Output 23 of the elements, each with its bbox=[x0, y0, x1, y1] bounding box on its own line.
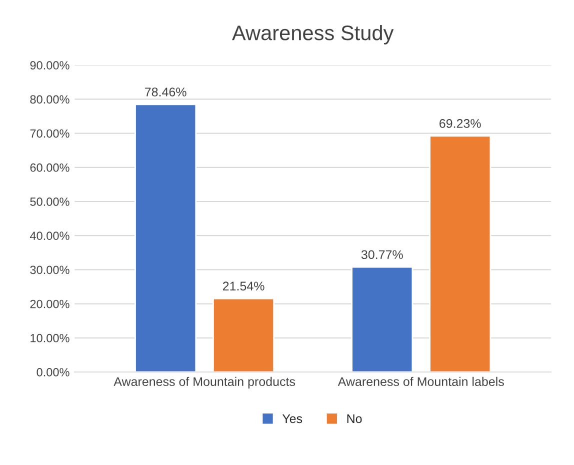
bar bbox=[429, 135, 492, 372]
data-label: 78.46% bbox=[145, 88, 186, 96]
y-tick-label: 70.00% bbox=[30, 129, 70, 138]
data-label: 30.77% bbox=[361, 250, 403, 260]
data-label: 21.54% bbox=[222, 282, 264, 291]
x-tick-label: Awareness of Mountain labels bbox=[338, 376, 504, 386]
bar bbox=[351, 266, 414, 372]
y-tick-label: 10.00% bbox=[30, 334, 70, 342]
y-tick-label: 60.00% bbox=[30, 163, 70, 172]
legend-label: Yes bbox=[282, 414, 302, 424]
bar bbox=[212, 298, 275, 372]
bar bbox=[134, 104, 197, 372]
y-tick-label: 0.00% bbox=[36, 368, 70, 376]
y-tick-label: 80.00% bbox=[30, 95, 70, 104]
y-tick-label: 50.00% bbox=[30, 198, 70, 206]
chart-title: Awareness Study bbox=[232, 25, 394, 44]
y-tick-label: 90.00% bbox=[30, 61, 70, 70]
y-tick-label: 30.00% bbox=[30, 266, 70, 274]
y-tick-label: 40.00% bbox=[30, 232, 70, 240]
data-label: 69.23% bbox=[440, 119, 481, 128]
y-tick-label: 20.00% bbox=[30, 300, 70, 308]
x-tick-label: Awareness of Mountain products bbox=[114, 376, 296, 389]
legend-label: No bbox=[347, 414, 362, 424]
